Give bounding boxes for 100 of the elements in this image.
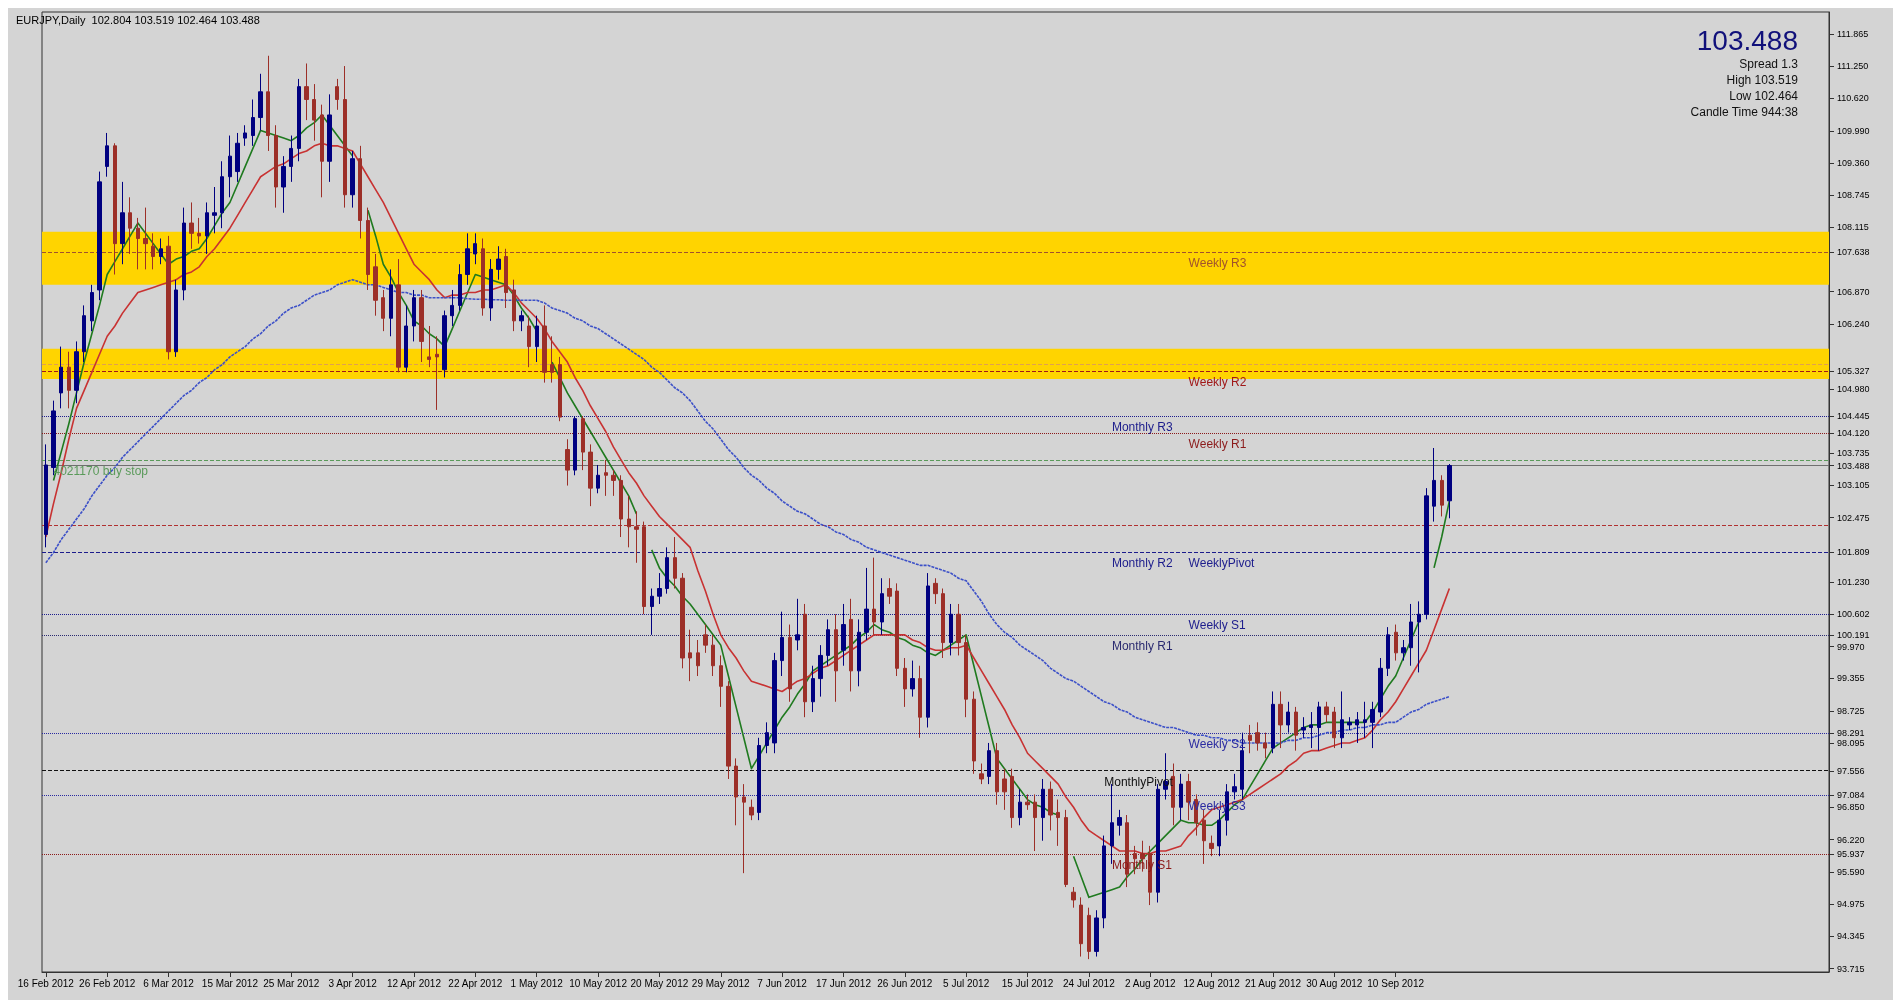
candlestick (489, 258, 493, 322)
candlestick (788, 624, 792, 703)
candlestick (136, 217, 140, 270)
candlestick (113, 142, 117, 276)
candlestick (1355, 711, 1359, 744)
candlestick (1271, 690, 1275, 754)
candlestick (964, 634, 968, 718)
candlestick (74, 340, 79, 404)
candlestick (933, 577, 938, 605)
candlestick (1179, 773, 1183, 821)
candlestick (251, 99, 255, 147)
candlestick (1370, 701, 1375, 749)
candlestick (795, 598, 800, 651)
candlestick (105, 132, 109, 178)
candlestick (143, 207, 148, 270)
y-tick-label: 111.250 (1837, 61, 1869, 72)
candlestick (734, 757, 738, 826)
candlestick (159, 237, 163, 265)
y-tick-label: 98.095 (1837, 738, 1865, 749)
x-tick-label: 25 Mar 2012 (263, 977, 320, 989)
candlestick (1094, 909, 1099, 958)
candlestick (151, 232, 155, 270)
candlestick (504, 248, 508, 309)
text: Candle Time 944:38 (1690, 105, 1799, 119)
candlestick (910, 660, 915, 698)
y-tick-label: 103.735 (1837, 447, 1870, 458)
candlestick (1424, 487, 1429, 620)
candlestick (834, 613, 838, 703)
y-tick-label: 98.725 (1837, 705, 1865, 716)
candlestick (604, 459, 608, 497)
y-tick-label: 104.120 (1837, 428, 1870, 439)
x-tick-label: 20 May 2012 (630, 977, 689, 989)
candlestick (588, 443, 593, 507)
candlestick (450, 289, 454, 327)
candlestick (312, 83, 316, 142)
candlestick (749, 799, 754, 821)
candlestick (1447, 463, 1452, 519)
y-tick-label: 104.980 (1837, 383, 1870, 394)
candlestick (182, 207, 186, 301)
y-tick-label: 106.240 (1837, 318, 1870, 329)
y-tick-label: 104.445 (1837, 411, 1870, 422)
candlestick (918, 665, 922, 739)
candlestick (274, 124, 278, 209)
x-tick-label: 24 Jul 2012 (1063, 977, 1116, 989)
candlestick (1171, 763, 1175, 826)
x-tick-label: 29 May 2012 (691, 977, 751, 989)
candlestick (174, 279, 178, 358)
y-tick-label: 93.715 (1837, 963, 1865, 974)
candlestick (581, 415, 585, 471)
candlestick (1363, 701, 1367, 739)
candlestick (1248, 724, 1252, 754)
candlestick (1064, 809, 1068, 888)
candlestick (281, 155, 286, 214)
candlestick (1401, 639, 1406, 662)
candlestick (535, 315, 539, 363)
candlestick (442, 310, 447, 378)
candlestick (780, 611, 784, 677)
candlestick (1071, 886, 1076, 909)
candlestick (297, 78, 301, 162)
candlestick (811, 665, 815, 713)
candlestick (1010, 768, 1014, 829)
x-tick-label: 10 May 2012 (569, 977, 628, 989)
candlestick (1340, 690, 1344, 749)
candlestick (458, 263, 462, 312)
candlestick (1294, 706, 1298, 752)
x-tick-label: 10 Sep 2012 (1367, 977, 1425, 989)
candlestick (688, 629, 692, 682)
candlestick (512, 279, 516, 332)
candlestick (1417, 600, 1421, 673)
y-tick-label: 95.590 (1837, 867, 1865, 878)
candlestick (327, 93, 332, 183)
candlestick (818, 644, 823, 698)
y-tick-label: 103.488 (1837, 460, 1870, 471)
candlestick (1332, 706, 1336, 749)
text: Low 102.464 (1729, 89, 1799, 103)
candlestick (197, 217, 201, 245)
candlestick (642, 521, 646, 615)
candlestick (435, 335, 439, 411)
y-tick-label: 98.291 (1837, 728, 1865, 739)
y-tick-label: 108.745 (1837, 189, 1870, 200)
candlestick (995, 742, 999, 806)
candlestick (289, 135, 293, 183)
y-tick-label: 97.556 (1837, 765, 1865, 776)
x-tick-label: 15 Jul 2012 (1001, 977, 1054, 989)
candlestick (826, 618, 830, 667)
candlestick (1286, 701, 1290, 734)
y-tick-label: 110.620 (1837, 93, 1869, 104)
candlestick (1079, 896, 1083, 958)
x-tick-label: 26 Feb 2012 (79, 977, 136, 989)
y-tick-label: 100.191 (1837, 630, 1870, 641)
candlestick (1209, 835, 1214, 857)
chart-title: EURJPY,Daily 102.804 103.519 102.464 103.488 (16, 13, 260, 26)
candlestick (1117, 809, 1122, 837)
text: Spread 1.3 (1739, 57, 1799, 71)
candlestick (680, 572, 685, 669)
candlestick (565, 438, 570, 487)
candlestick (97, 171, 102, 301)
candlestick (611, 469, 616, 497)
candlestick (596, 464, 600, 494)
candlestick (765, 721, 769, 754)
